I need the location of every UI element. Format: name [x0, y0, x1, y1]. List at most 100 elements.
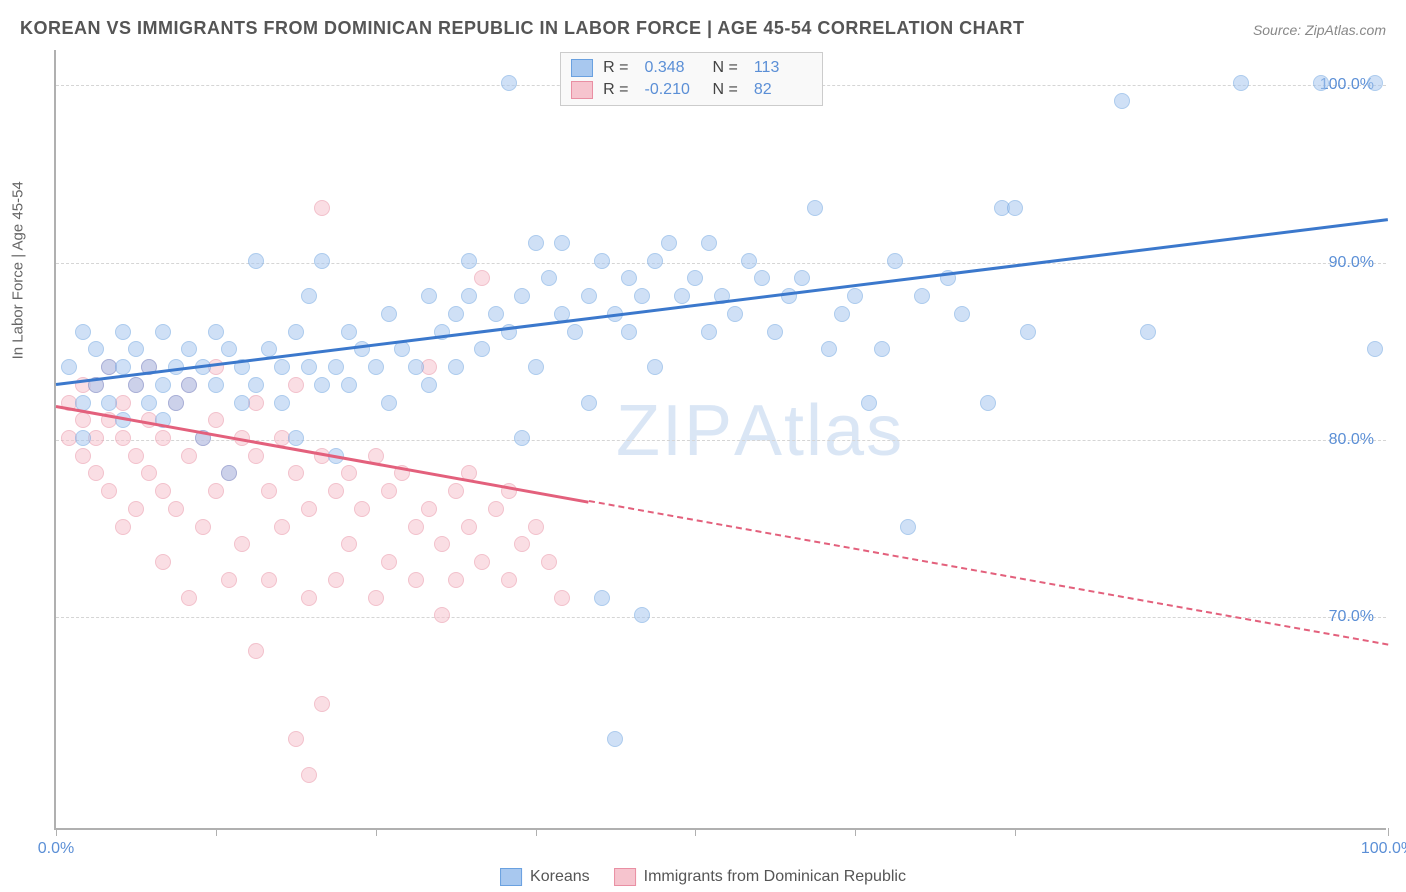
- scatter-point: [381, 395, 397, 411]
- scatter-point: [408, 519, 424, 535]
- scatter-point: [541, 270, 557, 286]
- scatter-point: [434, 607, 450, 623]
- scatter-point: [621, 270, 637, 286]
- legend-bottom: Koreans Immigrants from Dominican Republi…: [500, 868, 906, 886]
- scatter-point: [607, 731, 623, 747]
- scatter-point: [61, 359, 77, 375]
- scatter-point: [421, 501, 437, 517]
- scatter-point: [448, 572, 464, 588]
- scatter-point: [128, 448, 144, 464]
- scatter-point: [168, 501, 184, 517]
- scatter-point: [248, 643, 264, 659]
- scatter-point: [314, 377, 330, 393]
- scatter-point: [621, 324, 637, 340]
- legend-swatch: [571, 81, 593, 99]
- scatter-point: [807, 200, 823, 216]
- scatter-point: [261, 483, 277, 499]
- plot-area: ZIPAtlas 70.0%80.0%90.0%100.0%0.0%100.0%: [54, 50, 1386, 830]
- legend-n-value: 113: [754, 59, 812, 77]
- scatter-point: [501, 75, 517, 91]
- scatter-point: [408, 359, 424, 375]
- scatter-point: [634, 607, 650, 623]
- legend-r-label: R =: [603, 59, 628, 77]
- x-tick: [855, 828, 856, 836]
- x-tick: [1388, 828, 1389, 836]
- scatter-point: [514, 430, 530, 446]
- gridline: [56, 617, 1386, 618]
- scatter-point: [88, 465, 104, 481]
- scatter-point: [501, 572, 517, 588]
- scatter-point: [314, 696, 330, 712]
- scatter-point: [421, 288, 437, 304]
- scatter-point: [208, 483, 224, 499]
- scatter-point: [155, 430, 171, 446]
- scatter-point: [767, 324, 783, 340]
- scatter-point: [1233, 75, 1249, 91]
- scatter-point: [155, 554, 171, 570]
- scatter-point: [181, 448, 197, 464]
- trend-line: [56, 218, 1388, 386]
- scatter-point: [794, 270, 810, 286]
- scatter-point: [661, 235, 677, 251]
- legend-bottom-item: Koreans: [500, 868, 590, 886]
- x-tick: [1015, 828, 1016, 836]
- scatter-point: [328, 359, 344, 375]
- scatter-point: [900, 519, 916, 535]
- scatter-point: [847, 288, 863, 304]
- scatter-point: [581, 395, 597, 411]
- scatter-point: [115, 430, 131, 446]
- scatter-point: [554, 590, 570, 606]
- scatter-point: [301, 590, 317, 606]
- scatter-point: [288, 377, 304, 393]
- scatter-point: [368, 359, 384, 375]
- scatter-point: [1367, 341, 1383, 357]
- scatter-point: [341, 324, 357, 340]
- scatter-point: [274, 395, 290, 411]
- scatter-point: [301, 359, 317, 375]
- scatter-point: [141, 465, 157, 481]
- y-axis-label: In Labor Force | Age 45-54: [10, 181, 27, 359]
- scatter-point: [408, 572, 424, 588]
- scatter-point: [874, 341, 890, 357]
- scatter-point: [341, 377, 357, 393]
- scatter-point: [288, 465, 304, 481]
- scatter-point: [115, 359, 131, 375]
- scatter-point: [75, 430, 91, 446]
- scatter-point: [75, 448, 91, 464]
- scatter-point: [141, 395, 157, 411]
- x-tick-label: 100.0%: [1361, 840, 1406, 858]
- scatter-point: [474, 554, 490, 570]
- scatter-point: [887, 253, 903, 269]
- scatter-point: [741, 253, 757, 269]
- scatter-point: [101, 483, 117, 499]
- scatter-point: [155, 483, 171, 499]
- x-tick: [536, 828, 537, 836]
- scatter-point: [181, 590, 197, 606]
- scatter-point: [461, 253, 477, 269]
- legend-r-value: 0.348: [645, 59, 703, 77]
- scatter-point: [421, 377, 437, 393]
- scatter-point: [381, 306, 397, 322]
- scatter-point: [221, 572, 237, 588]
- scatter-point: [528, 519, 544, 535]
- scatter-point: [834, 306, 850, 322]
- y-tick-label: 70.0%: [1329, 608, 1374, 626]
- scatter-point: [341, 536, 357, 552]
- scatter-point: [1140, 324, 1156, 340]
- legend-r-value: -0.210: [645, 81, 703, 99]
- scatter-point: [474, 270, 490, 286]
- scatter-point: [208, 324, 224, 340]
- legend-bottom-item: Immigrants from Dominican Republic: [614, 868, 906, 886]
- scatter-point: [301, 288, 317, 304]
- legend-swatch: [614, 868, 636, 886]
- scatter-point: [701, 235, 717, 251]
- legend-row: R =0.348N =113: [571, 57, 812, 79]
- scatter-point: [754, 270, 770, 286]
- scatter-point: [914, 288, 930, 304]
- scatter-point: [248, 377, 264, 393]
- legend-n-label: N =: [713, 81, 738, 99]
- legend-r-label: R =: [603, 81, 628, 99]
- scatter-point: [514, 288, 530, 304]
- legend-swatch: [571, 59, 593, 77]
- scatter-point: [647, 253, 663, 269]
